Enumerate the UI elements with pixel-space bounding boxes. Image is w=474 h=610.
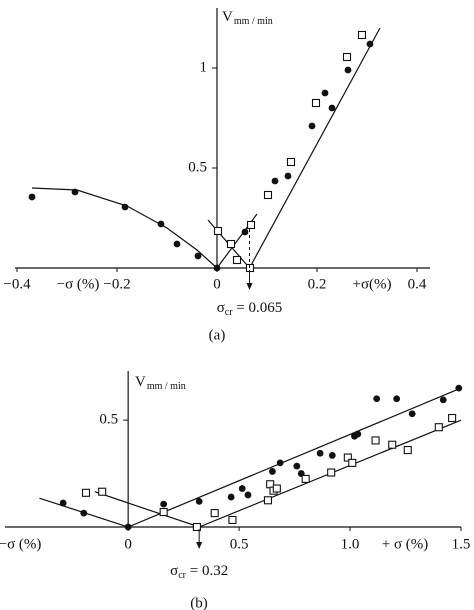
data-point-circle bbox=[293, 462, 301, 470]
critical-arrow-head bbox=[196, 542, 203, 549]
data-point-circle bbox=[308, 122, 316, 130]
data-point-circle bbox=[373, 395, 381, 403]
data-point-circle bbox=[276, 459, 284, 467]
critical-subscript: cr bbox=[178, 570, 186, 581]
data-point-circle bbox=[28, 193, 36, 201]
data-point-square bbox=[213, 226, 223, 236]
data-point-square bbox=[232, 255, 242, 265]
x-axis-label-positive: + σ (%) bbox=[382, 536, 429, 552]
data-point-square bbox=[371, 436, 380, 445]
data-point-circle bbox=[244, 491, 252, 499]
data-point-circle bbox=[271, 177, 279, 185]
y-tick-label: 0.5 bbox=[188, 159, 207, 175]
y-tick-label: 1 bbox=[200, 59, 208, 75]
data-point-square bbox=[159, 507, 168, 517]
data-point-square bbox=[348, 458, 357, 467]
data-point-circle bbox=[455, 384, 463, 392]
critical-subscript: cr bbox=[225, 307, 233, 318]
data-point-square bbox=[210, 509, 219, 518]
critical-symbol: σ bbox=[217, 300, 225, 316]
data-point-square bbox=[357, 30, 367, 40]
x-tick-label: 0 bbox=[213, 276, 221, 292]
data-point-circle bbox=[195, 497, 203, 505]
caption: (b) bbox=[190, 595, 208, 610]
data-point-circle bbox=[194, 252, 202, 260]
data-point-square bbox=[343, 453, 352, 462]
data-point-square bbox=[327, 468, 336, 477]
data-point-circle bbox=[408, 410, 416, 418]
data-point-circle bbox=[121, 203, 129, 211]
y-axis-label-sub: mm / min bbox=[234, 16, 273, 27]
data-point-circle bbox=[268, 468, 276, 475]
data-point-circle bbox=[213, 264, 221, 272]
x-tick-label: 0 bbox=[124, 536, 132, 552]
data-point-square bbox=[388, 440, 397, 449]
data-point-circle bbox=[59, 499, 67, 507]
critical-symbol: σ bbox=[170, 563, 178, 579]
y-axis-label-main: V bbox=[135, 374, 146, 390]
fit-line bbox=[94, 419, 462, 528]
x-tick-label: 0.5 bbox=[230, 536, 249, 552]
data-point-circle bbox=[366, 40, 374, 48]
data-point-circle bbox=[328, 104, 336, 112]
data-point-square bbox=[301, 474, 310, 483]
x-axis-label-negative: −σ (%) bbox=[57, 276, 100, 292]
data-point-circle bbox=[80, 509, 88, 517]
x-axis-label-negative: −σ (%) bbox=[0, 536, 41, 552]
critical-label: σcr = 0.32 bbox=[170, 563, 228, 581]
data-point-circle bbox=[124, 523, 132, 531]
x-tick-label: 0.4 bbox=[408, 276, 427, 292]
data-point-square bbox=[81, 488, 91, 497]
data-point-square bbox=[228, 515, 237, 524]
data-point-square bbox=[403, 446, 412, 455]
data-point-square bbox=[286, 157, 296, 167]
critical-arrow-head bbox=[246, 283, 253, 290]
data-point-square bbox=[263, 190, 273, 200]
y-tick-label: 0.5 bbox=[99, 412, 118, 428]
data-point-circle bbox=[316, 449, 324, 457]
critical-label: σcr = 0.065 bbox=[217, 300, 283, 318]
critical-value-label: = 0.065 bbox=[233, 300, 283, 316]
data-point-circle bbox=[241, 228, 249, 236]
data-point-square bbox=[246, 220, 256, 230]
x-tick-label: 1.0 bbox=[341, 536, 360, 552]
data-point-circle bbox=[284, 172, 292, 180]
x-axis-label-positive: +σ(%) bbox=[352, 276, 391, 292]
x-tick-label: −0.4 bbox=[3, 276, 31, 292]
data-point-square bbox=[192, 522, 201, 532]
data-point-square bbox=[311, 98, 321, 108]
data-point-circle bbox=[344, 66, 352, 74]
fit-line bbox=[31, 187, 218, 269]
data-point-square bbox=[98, 487, 107, 496]
data-point-circle bbox=[328, 452, 336, 459]
data-point-circle bbox=[439, 396, 447, 404]
data-point-square bbox=[448, 413, 457, 423]
x-tick-label: −0.2 bbox=[103, 276, 130, 292]
y-axis-label-main: V bbox=[222, 9, 233, 25]
data-point-square bbox=[342, 52, 352, 62]
data-point-circle bbox=[71, 188, 79, 196]
data-point-circle bbox=[354, 430, 362, 438]
data-point-circle bbox=[227, 493, 235, 501]
data-point-circle bbox=[157, 220, 165, 228]
data-point-circle bbox=[393, 395, 401, 403]
data-point-square bbox=[226, 239, 236, 249]
data-point-circle bbox=[160, 500, 168, 508]
x-tick-label: 0.2 bbox=[308, 276, 327, 292]
data-point-circle bbox=[321, 89, 329, 97]
fit-line bbox=[248, 27, 381, 269]
x-tick-label: 1.5 bbox=[452, 536, 471, 552]
data-point-square bbox=[434, 423, 443, 432]
y-axis-label-sub: mm / min bbox=[147, 381, 186, 392]
data-point-circle bbox=[238, 485, 246, 492]
y-axis-label: Vmm / min bbox=[222, 9, 273, 27]
y-axis-label: Vmm / min bbox=[135, 374, 186, 392]
critical-value-label: = 0.32 bbox=[186, 563, 228, 579]
data-point-circle bbox=[173, 240, 181, 248]
caption: (a) bbox=[209, 327, 226, 343]
data-point-square bbox=[272, 484, 281, 493]
data-point-square bbox=[263, 496, 272, 505]
